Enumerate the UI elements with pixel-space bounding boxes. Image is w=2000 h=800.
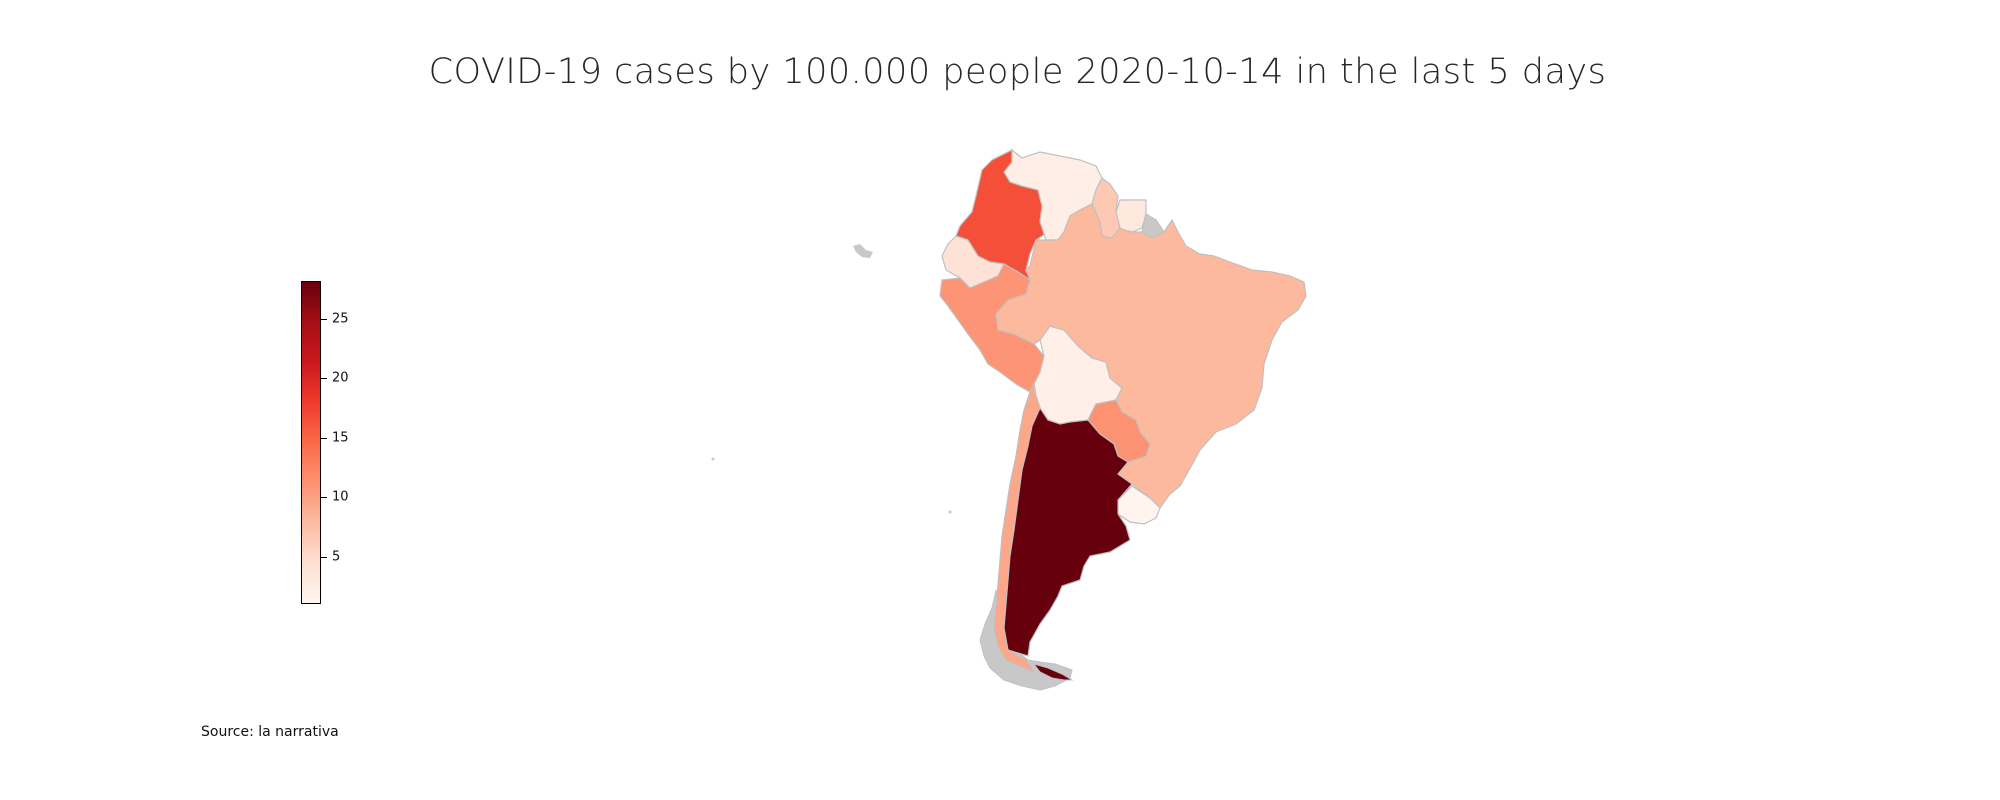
map-title: COVID-19 cases by 100.000 people 2020-10…	[428, 52, 1607, 92]
colorbar-tick-label: 25	[332, 311, 349, 327]
region-argentina-tdf[interactable]	[1032, 663, 1074, 681]
region-small-island	[711, 457, 715, 461]
colorbar-tick	[321, 497, 327, 499]
colorbar-tick-label: 5	[332, 549, 341, 564]
colorbar-tick	[321, 437, 327, 439]
colorbar-tick	[321, 319, 327, 320]
colorbar-tick	[321, 556, 327, 558]
region-small-island	[948, 510, 952, 514]
colorbar-tick-label: 15	[332, 430, 349, 446]
region-uruguay[interactable]	[1117, 485, 1161, 525]
region-argentina[interactable]	[1003, 406, 1133, 657]
colorbar	[301, 281, 321, 604]
region-galapagos	[853, 244, 873, 258]
region-brazil[interactable]	[995, 203, 1307, 509]
colorbar-tick	[321, 378, 327, 380]
colorbar-tick-label: 10	[332, 489, 349, 505]
region-suriname[interactable]	[1115, 199, 1147, 233]
source-note: Source: la narrativa	[201, 724, 339, 740]
colorbar-tick-label: 20	[332, 370, 349, 386]
